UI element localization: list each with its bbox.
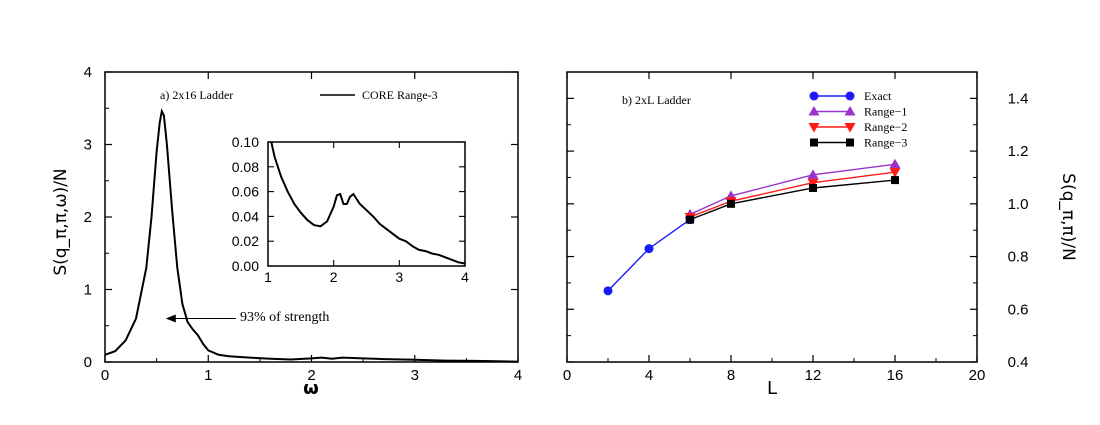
panel-a-ticks: [104, 71, 519, 363]
data-point: [603, 286, 613, 296]
inset-series-line: [270, 141, 466, 265]
data-point: [727, 199, 735, 208]
panel-b: 0 4 8 12 16 20 0.4 0.6 0.8 1.0 1.2 1.4 b) 2xL Ladd…: [563, 71, 1078, 399]
panel-b-xtick-label: 0: [563, 367, 571, 384]
panel-b-series: [603, 158, 901, 296]
panel-a-xtick-label: 4: [514, 367, 522, 384]
panel-a-ytick-label: 2: [84, 209, 92, 226]
panel-a-ytick-label: 3: [84, 137, 92, 154]
panel-b-xtick-label: 16: [887, 367, 904, 384]
inset-xtick-label: 4: [461, 269, 469, 285]
legend-item: Exact: [809, 89, 892, 103]
series-line: [689, 171, 896, 218]
panel-a-xtick-label: 0: [101, 367, 109, 384]
panel-b-xtick-label: 8: [727, 367, 735, 384]
legend-item: Range−3: [810, 136, 907, 150]
data-point: [686, 215, 694, 224]
panel-a-xlabel: ω: [303, 378, 319, 399]
legend-item: Range−2: [808, 120, 907, 134]
panel-a-x-tick-labels: 0 1 2 3 4: [101, 367, 522, 384]
legend-label-core-range-3: CORE Range-3: [362, 88, 438, 102]
legend-marker-left: [809, 91, 819, 101]
legend-label: Range−1: [864, 105, 907, 119]
panel-a-ylabel-text: S(q_π,π,ω)/N: [51, 168, 71, 275]
inset-y-tick-labels: 0.00 0.02 0.04 0.06 0.08 0.10: [232, 134, 259, 274]
panel-b-xtick-label: 12: [805, 367, 822, 384]
series-line: [689, 179, 896, 221]
panel-b-ticks: [566, 71, 978, 363]
panel-a-xlabel-text: ω: [303, 378, 319, 399]
strength-annotation: 93% of strength: [240, 310, 329, 325]
inset-plot: 1 2 3 4 0.00 0.02 0.04 0.06 0.08 0.10: [232, 134, 469, 285]
inset-x-tick-labels: 1 2 3 4: [264, 269, 469, 285]
panel-a-xtick-label: 1: [204, 367, 212, 384]
panel-b-ytick-label: 1.2: [1008, 143, 1029, 160]
legend-marker-left: [808, 123, 820, 133]
inset-ticks: [267, 141, 466, 267]
inset-ytick-label: 0.00: [232, 258, 259, 274]
panel-a-ylabel: S(q_π,π,ω)/N: [51, 168, 71, 275]
data-point: [644, 244, 654, 254]
series-range-3: [686, 176, 899, 224]
data-point: [807, 178, 819, 189]
annotation-arrow-head: [165, 314, 176, 323]
series-line: [689, 163, 896, 216]
legend-marker-left: [808, 106, 820, 116]
series-line-core-range-3: [104, 108, 519, 363]
series-exact: [603, 215, 695, 296]
inset-ytick-label: 0.08: [232, 159, 259, 175]
panel-b-ylabel-text: S(q_π,π)/N: [1058, 173, 1078, 261]
inset-xtick-label: 2: [330, 269, 338, 285]
inset-ytick-label: 0.04: [232, 208, 259, 224]
data-point: [889, 168, 901, 178]
panel-b-ylabel: S(q_π,π)/N: [1058, 173, 1078, 261]
inset-frame: [267, 141, 466, 267]
panel-b-x-tick-labels: 0 4 8 12 16 20: [563, 367, 986, 384]
legend-marker-right: [845, 91, 855, 101]
panel-b-y-tick-labels: 0.4 0.6 0.8 1.0 1.2 1.4: [1008, 90, 1029, 371]
panel-a-ytick-label: 1: [84, 282, 92, 299]
legend-marker-left: [810, 138, 818, 147]
panel-b-label: b) 2xL Ladder: [622, 93, 691, 107]
series-line: [607, 219, 691, 292]
panel-a-ytick-label: 4: [84, 64, 92, 81]
legend-label: Exact: [864, 89, 892, 103]
panel-b-ytick-label: 0.8: [1008, 249, 1029, 266]
inset-ytick-label: 0.10: [232, 134, 259, 150]
inset-ytick-label: 0.06: [232, 184, 259, 200]
data-point: [809, 184, 817, 192]
panel-b-frame: [566, 71, 978, 363]
panel-b-xlabel: L: [767, 378, 777, 399]
data-point: [889, 158, 901, 169]
panel-b-xtick-label: 4: [645, 367, 653, 384]
panel-b-ytick-label: 1.0: [1008, 196, 1029, 213]
legend-marker-right: [844, 123, 856, 133]
legend-item: Range−1: [808, 105, 907, 119]
data-point: [891, 176, 899, 185]
data-point: [807, 169, 819, 179]
series-range-2: [684, 168, 901, 223]
legend-label: Range−3: [864, 136, 907, 150]
inset-ytick-label: 0.02: [232, 233, 259, 249]
legend-marker-right: [846, 138, 854, 147]
inset-xtick-label: 3: [395, 269, 403, 285]
panel-a-y-tick-labels: 0 1 2 3 4: [84, 64, 92, 371]
panel-b-ytick-label: 1.4: [1008, 90, 1029, 107]
panel-a-label: a) 2x16 Ladder: [160, 88, 233, 102]
inset-xtick-label: 1: [264, 269, 272, 285]
panel-b-xtick-label: 20: [969, 367, 986, 384]
panel-a-ytick-label: 0: [84, 354, 92, 371]
panel-b-ytick-label: 0.6: [1008, 301, 1029, 318]
legend-marker-right: [844, 106, 856, 116]
panel-a-xtick-label: 2: [307, 367, 315, 384]
legend-label: Range−2: [864, 120, 907, 134]
panel-a-xtick-label: 3: [411, 367, 419, 384]
panel-b-ytick-label: 0.4: [1008, 354, 1029, 371]
